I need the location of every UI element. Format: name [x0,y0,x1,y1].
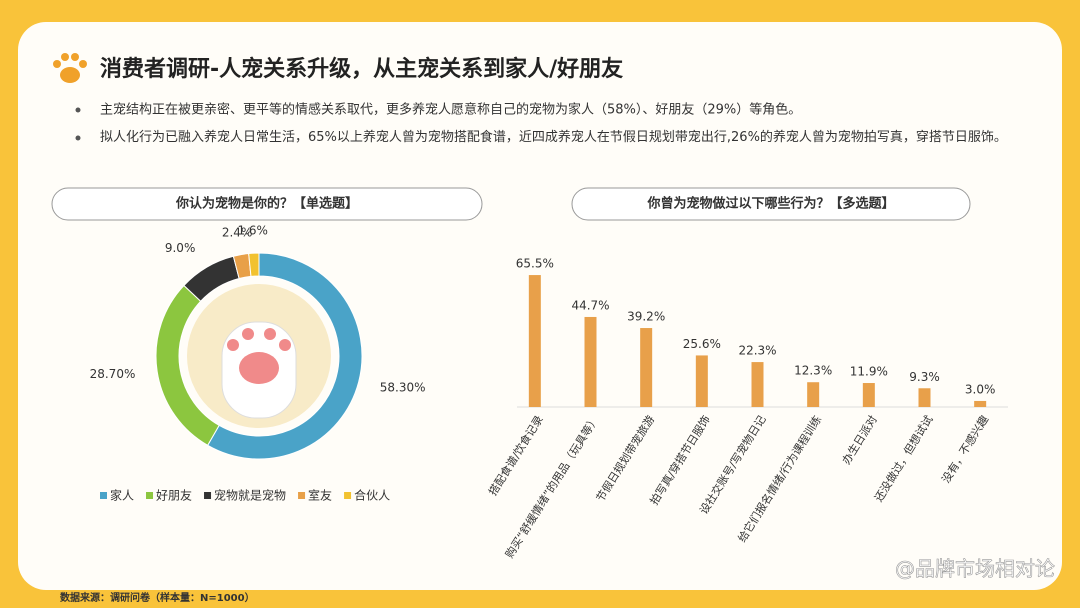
legend-label: 宠物就是宠物 [214,488,286,503]
donut-slice [207,252,363,460]
legend-swatch [146,492,154,499]
data-label: 58.30% [380,381,426,395]
data-label: 9.0% [165,241,196,255]
bullet-dot [75,135,81,141]
center-art [187,284,331,428]
legend-label: 家人 [110,488,134,503]
bar [751,362,764,407]
bar [528,275,541,407]
bar [974,400,987,407]
bar [862,383,875,407]
data-label: 3.0% [965,382,996,396]
legend-swatch [100,492,107,499]
chart-title: 你认为宠物是你的？【单选题】 [175,196,358,212]
data-label: 65.5% [516,257,554,271]
bar [640,328,653,407]
data-label: 12.3% [794,364,832,378]
bullet-box: 拟人化行为已融入养宠人日常生活，65%以上养宠人曾为宠物搭配食谱，近四成养宠人在… [100,130,1007,145]
slide-title: 消费者调研-人宠关系升级，从主宠关系到家人/好朋友 [100,56,623,82]
paw-icon [53,53,87,83]
data-label: 2.4% [222,225,253,239]
bullet-dot [75,107,81,113]
bar [807,382,820,407]
source: 数据来源：调研问卷（样本量：N=1000） [60,591,255,604]
legend-label: 室友 [308,488,332,503]
data-label: 25.6% [683,337,721,351]
data-label: 39.2% [627,310,665,324]
bar [695,355,708,407]
watermark: @品牌市场相对论 [895,557,1055,581]
bullet-text: 拟人化行为已融入养宠人日常生活，65%以上养宠人曾为宠物搭配食谱，近四成养宠人在… [100,130,1007,145]
legend-swatch [298,492,306,499]
chart-title: 你曾为宠物做过以下哪些行为？【多选题】 [646,196,894,212]
data-label: 1.6% [237,224,268,238]
legend-label: 合伙人 [354,488,390,503]
bar [918,388,931,407]
data-label: 22.3% [738,344,776,358]
pill [571,187,971,221]
bullet-text: 主宠结构正在被更亲密、更平等的情感关系取代，更多养宠人愿意称自己的宠物为家人（5… [100,102,801,118]
donut-slice [248,252,260,277]
legend-label: 好朋友 [156,489,192,503]
pill [51,187,483,221]
legend-swatch [204,492,212,499]
data-label: 9.3% [909,370,940,384]
bar [584,316,597,407]
data-label: 28.70% [90,367,136,381]
data-label: 44.7% [571,298,609,312]
data-label: 11.9% [850,365,888,379]
legend-swatch [344,492,352,499]
